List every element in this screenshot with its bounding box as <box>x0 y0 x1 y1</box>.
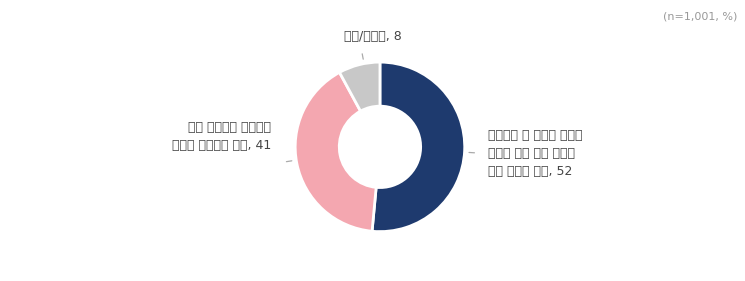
Text: (n=1,001, %): (n=1,001, %) <box>663 11 738 21</box>
Text: 현재 계획대로 내년부터
정원을 확대해야 한다, 41: 현재 계획대로 내년부터 정원을 확대해야 한다, 41 <box>172 121 271 152</box>
Text: 의사협회 및 전문가 의견을
수렴해 정원 확대 여부를
다시 정해야 한다, 52: 의사협회 및 전문가 의견을 수렴해 정원 확대 여부를 다시 정해야 한다, … <box>489 129 583 178</box>
Wedge shape <box>372 62 465 232</box>
Wedge shape <box>340 62 380 111</box>
Text: 모름/무응답, 8: 모름/무응답, 8 <box>344 30 402 44</box>
Wedge shape <box>295 72 376 231</box>
